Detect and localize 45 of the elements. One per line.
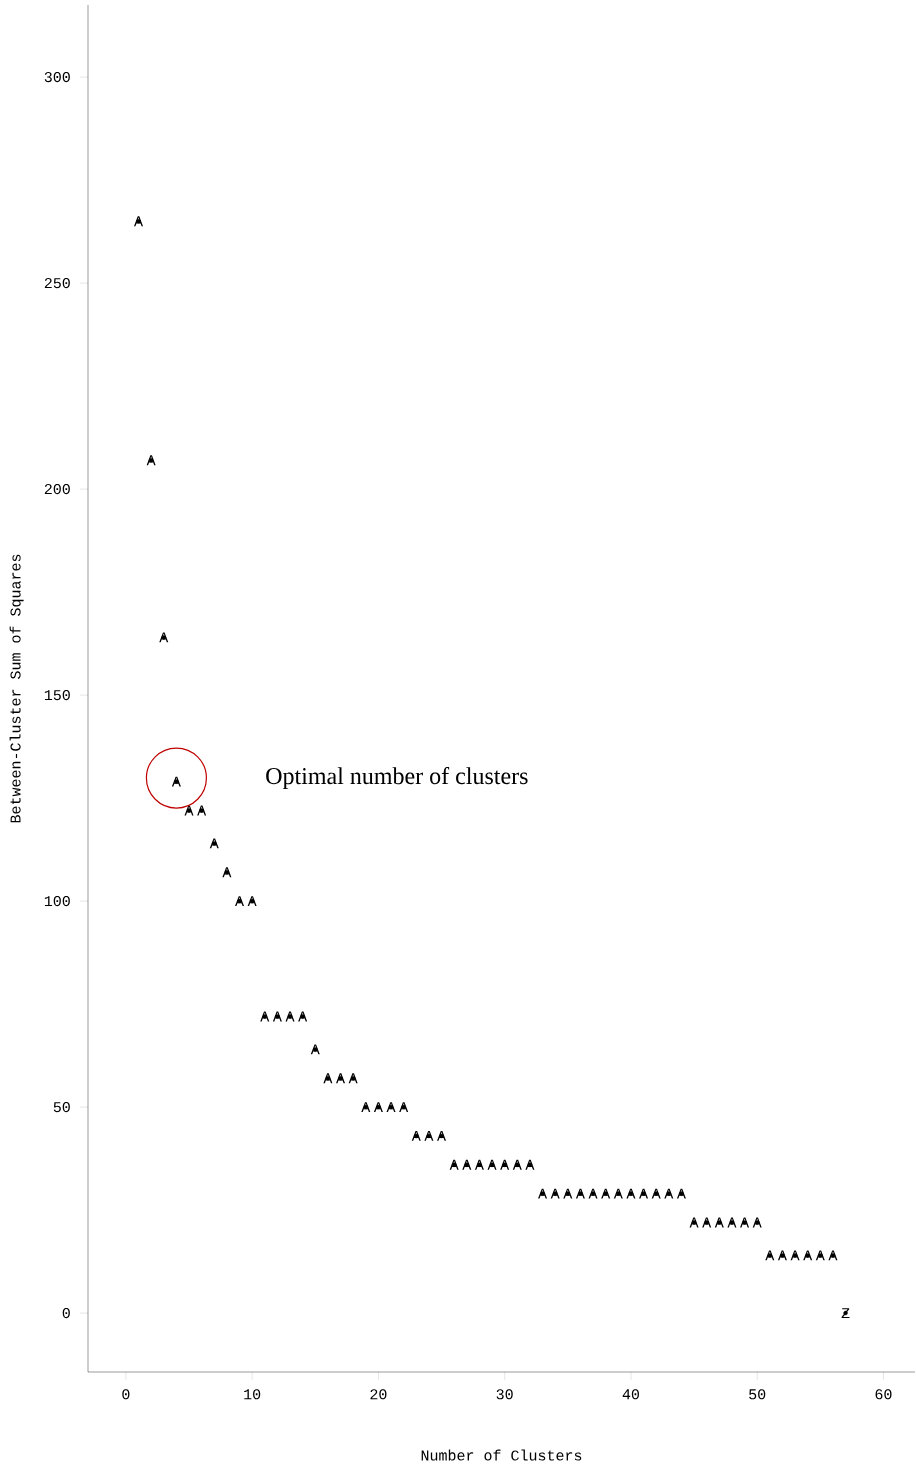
x-tick-label: 60 [875,1389,892,1400]
data-label: A [575,1188,585,1199]
data-label: A [462,1159,472,1170]
data-label: A [235,896,245,907]
x-tick-label: 20 [370,1389,387,1400]
y-tick-label: 200 [44,483,70,495]
y-tick-label: 100 [44,895,70,907]
y-tick-label: 300 [44,71,70,83]
data-label: A [361,1102,371,1113]
data-label: A [487,1159,497,1170]
annotation: Optimal number of clusters [266,767,528,790]
data-label: A [563,1188,573,1199]
x-tick-label: 0 [122,1389,130,1400]
y-tick-label: 0 [62,1307,70,1319]
data-label: A [613,1188,623,1199]
data-label: A [399,1102,409,1113]
data-label: A [424,1130,434,1141]
data-label: A [411,1130,421,1141]
data-label: A [134,216,143,227]
x-axis-title: Number of Clusters [421,1449,582,1461]
data-label: A [171,776,181,787]
data-label: A [386,1102,396,1113]
x-tick-label: 10 [244,1389,261,1400]
x-tick-label: 30 [496,1389,513,1400]
data-label: A [525,1159,535,1170]
x-tick-label: 50 [749,1389,766,1400]
x-tick-label: 40 [622,1389,639,1400]
data-label: A [588,1188,598,1199]
data-label: A [550,1188,560,1199]
data-label: A [626,1188,636,1199]
data-label: A [664,1188,674,1199]
data-label: A [512,1159,522,1170]
y-tick-label: 250 [44,277,70,289]
data-label: A [336,1073,346,1084]
y-axis-title: Between-Cluster Sum of Squares [9,554,24,823]
data-label: A [474,1159,484,1170]
data-label: A [500,1159,510,1170]
data-label: A [449,1159,459,1170]
data-label: A [437,1130,447,1141]
data-label: A [373,1102,383,1113]
data-label: A [651,1188,661,1199]
data-label: A [247,896,257,907]
y-tick-label: 50 [53,1101,70,1113]
y-tick-label: 150 [44,689,70,701]
data-label: A [601,1188,611,1199]
